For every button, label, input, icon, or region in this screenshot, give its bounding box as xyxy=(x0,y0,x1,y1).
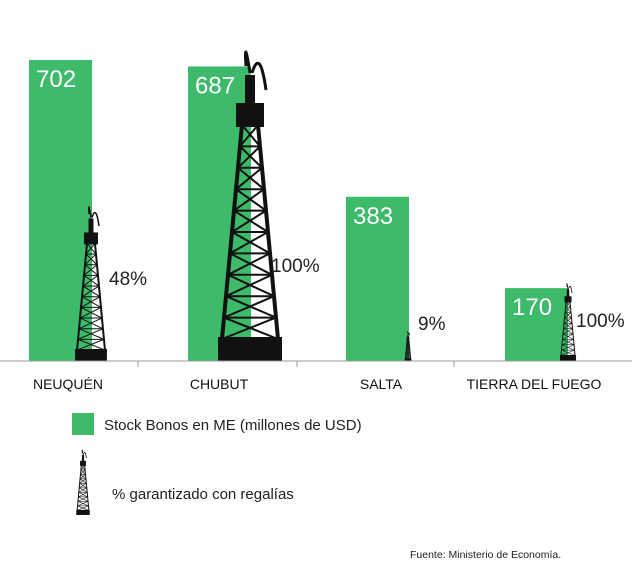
bar-value-label: 383 xyxy=(353,203,393,230)
legend-bar-label: Stock Bonos en ME (millones de USD) xyxy=(104,417,362,434)
rigs-layer xyxy=(75,50,577,361)
legend-rig-shape xyxy=(76,449,90,515)
category-label: NEUQUÉN xyxy=(33,376,103,392)
oil-rig-icon xyxy=(218,50,282,361)
oil-rig-icon xyxy=(404,331,412,361)
bar-0 xyxy=(29,60,92,361)
category-label: SALTA xyxy=(360,376,403,392)
legend-rig-label: % garantizado con regalías xyxy=(112,486,294,503)
pct-label: 9% xyxy=(418,314,446,335)
category-label: TIERRA DEL FUEGO xyxy=(467,376,602,392)
bar-2 xyxy=(346,196,409,361)
bar-value-label: 702 xyxy=(36,66,76,93)
legend-bar-swatch xyxy=(72,413,94,435)
legend: Stock Bonos en ME (millones de USD) % ga… xyxy=(72,413,362,515)
category-label: CHUBUT xyxy=(190,376,249,392)
bar-3 xyxy=(505,288,568,361)
pct-label: 48% xyxy=(109,269,147,290)
bars-layer xyxy=(29,60,568,361)
labels-layer: 702 48% NEUQUÉN 687 100% CHUBUT 383 9% SALTA 170 1… xyxy=(33,66,625,392)
pct-label: 100% xyxy=(576,311,625,332)
bar-value-label: 170 xyxy=(512,294,552,321)
oil-rig-icon xyxy=(75,206,107,361)
source-note: Fuente: Ministerio de Economía. xyxy=(410,549,561,561)
x-axis-ticks xyxy=(137,361,455,367)
oil-rig-icon xyxy=(559,283,577,361)
bar-value-label: 687 xyxy=(195,72,235,99)
pct-label: 100% xyxy=(271,256,320,277)
oil-rig-icon xyxy=(76,449,90,515)
